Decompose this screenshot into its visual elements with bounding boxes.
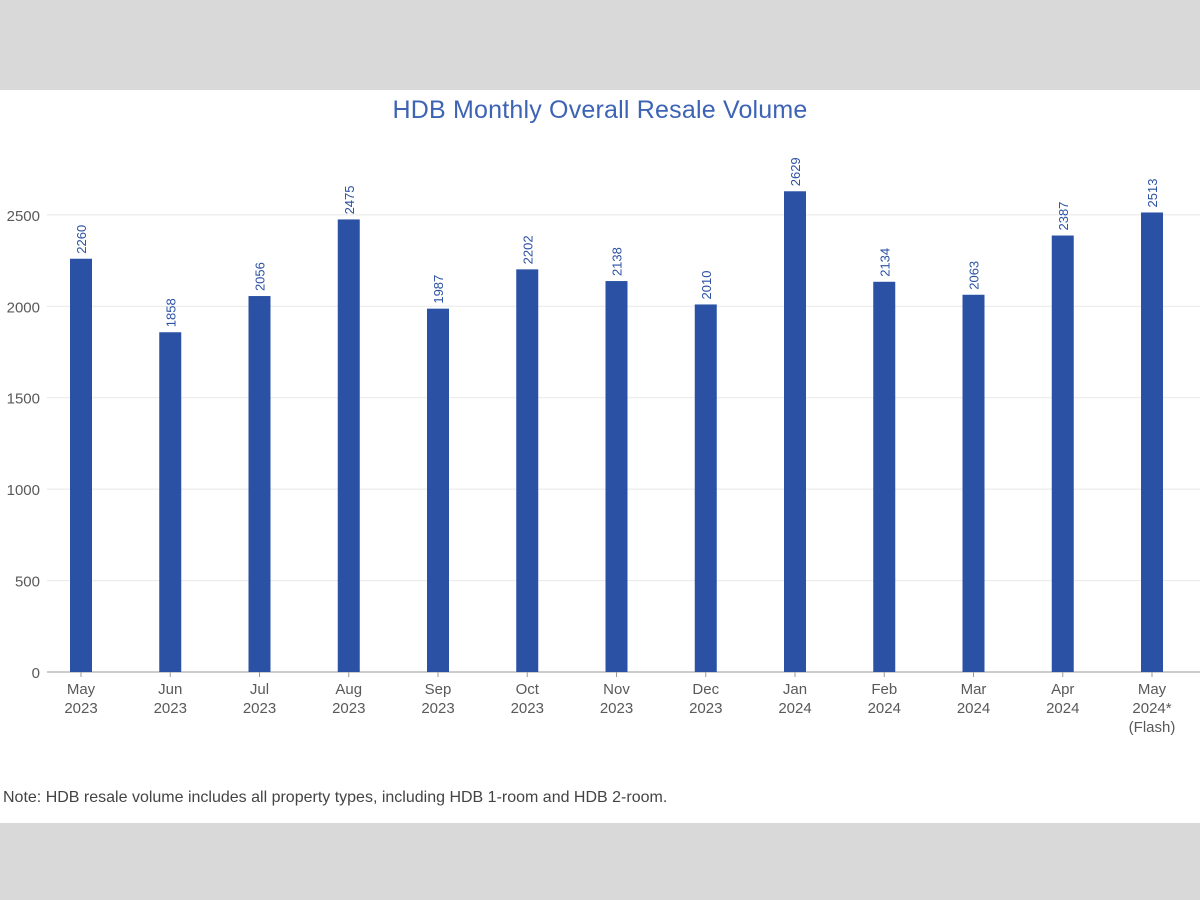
bar xyxy=(1051,235,1074,672)
y-tick-label: 1000 xyxy=(7,482,40,499)
x-tick-label: 2024 xyxy=(868,700,901,717)
x-tick-label: Aug xyxy=(335,681,362,698)
chart-panel xyxy=(0,90,1200,823)
x-tick-label: Sep xyxy=(425,681,452,698)
bar xyxy=(516,269,539,672)
bar-value-label: 1987 xyxy=(431,275,446,304)
y-tick-label: 2500 xyxy=(7,208,40,225)
bar-value-label: 2138 xyxy=(610,247,625,276)
x-tick-label: 2024* xyxy=(1132,700,1171,717)
x-tick-label: Mar xyxy=(961,681,987,698)
bar xyxy=(784,191,806,673)
bar xyxy=(605,281,628,672)
x-tick-label: 2023 xyxy=(154,700,187,717)
bar xyxy=(337,219,360,672)
x-tick-label: Nov xyxy=(603,681,630,698)
x-tick-label: May xyxy=(67,681,96,698)
x-tick-label: 2023 xyxy=(332,700,365,717)
bar-value-label: 2063 xyxy=(967,261,982,290)
bar-value-label: 1858 xyxy=(163,298,178,327)
x-tick-label: Oct xyxy=(516,681,540,698)
x-tick-label: 2023 xyxy=(421,700,454,717)
bar xyxy=(159,332,182,672)
x-tick-label: 2023 xyxy=(64,700,97,717)
bar xyxy=(248,296,271,672)
x-tick-label: 2024 xyxy=(957,700,990,717)
x-tick-label: May xyxy=(1138,681,1167,698)
y-tick-label: 1500 xyxy=(7,391,40,408)
x-tick-label: (Flash) xyxy=(1129,719,1176,736)
y-tick-label: 0 xyxy=(32,665,40,682)
bar-value-label: 2387 xyxy=(1056,202,1071,231)
x-tick-label: 2024 xyxy=(1046,700,1079,717)
bar xyxy=(70,258,92,672)
x-tick-label: Jan xyxy=(783,681,807,698)
x-tick-label: Feb xyxy=(871,681,897,698)
bar xyxy=(694,304,717,672)
x-tick-label: 2023 xyxy=(511,700,544,717)
bar-value-label: 2475 xyxy=(342,186,357,215)
bar xyxy=(962,294,985,672)
bar-value-label: 2134 xyxy=(877,248,892,277)
x-tick-label: Apr xyxy=(1051,681,1074,698)
bar-value-label: 2629 xyxy=(788,157,803,186)
bar xyxy=(427,308,449,672)
x-tick-label: Jul xyxy=(250,681,269,698)
bar-value-label: 2202 xyxy=(520,235,535,264)
x-tick-label: 2023 xyxy=(243,700,276,717)
chart-note: Note: HDB resale volume includes all pro… xyxy=(3,789,668,806)
x-tick-label: 2023 xyxy=(689,700,722,717)
x-tick-label: 2024 xyxy=(778,700,811,717)
chart-title: HDB Monthly Overall Resale Volume xyxy=(392,96,808,124)
bar-value-label: 2010 xyxy=(699,271,714,300)
x-tick-label: Jun xyxy=(158,681,182,698)
x-tick-label: Dec xyxy=(692,681,719,698)
y-tick-label: 2000 xyxy=(7,299,40,316)
bar xyxy=(1141,212,1163,673)
x-tick-label: 2023 xyxy=(600,700,633,717)
bar-value-label: 2056 xyxy=(253,262,268,291)
bar xyxy=(873,281,896,672)
bar-value-label: 2513 xyxy=(1145,179,1160,208)
bar-value-label: 2260 xyxy=(74,225,89,254)
y-tick-label: 500 xyxy=(15,574,40,591)
